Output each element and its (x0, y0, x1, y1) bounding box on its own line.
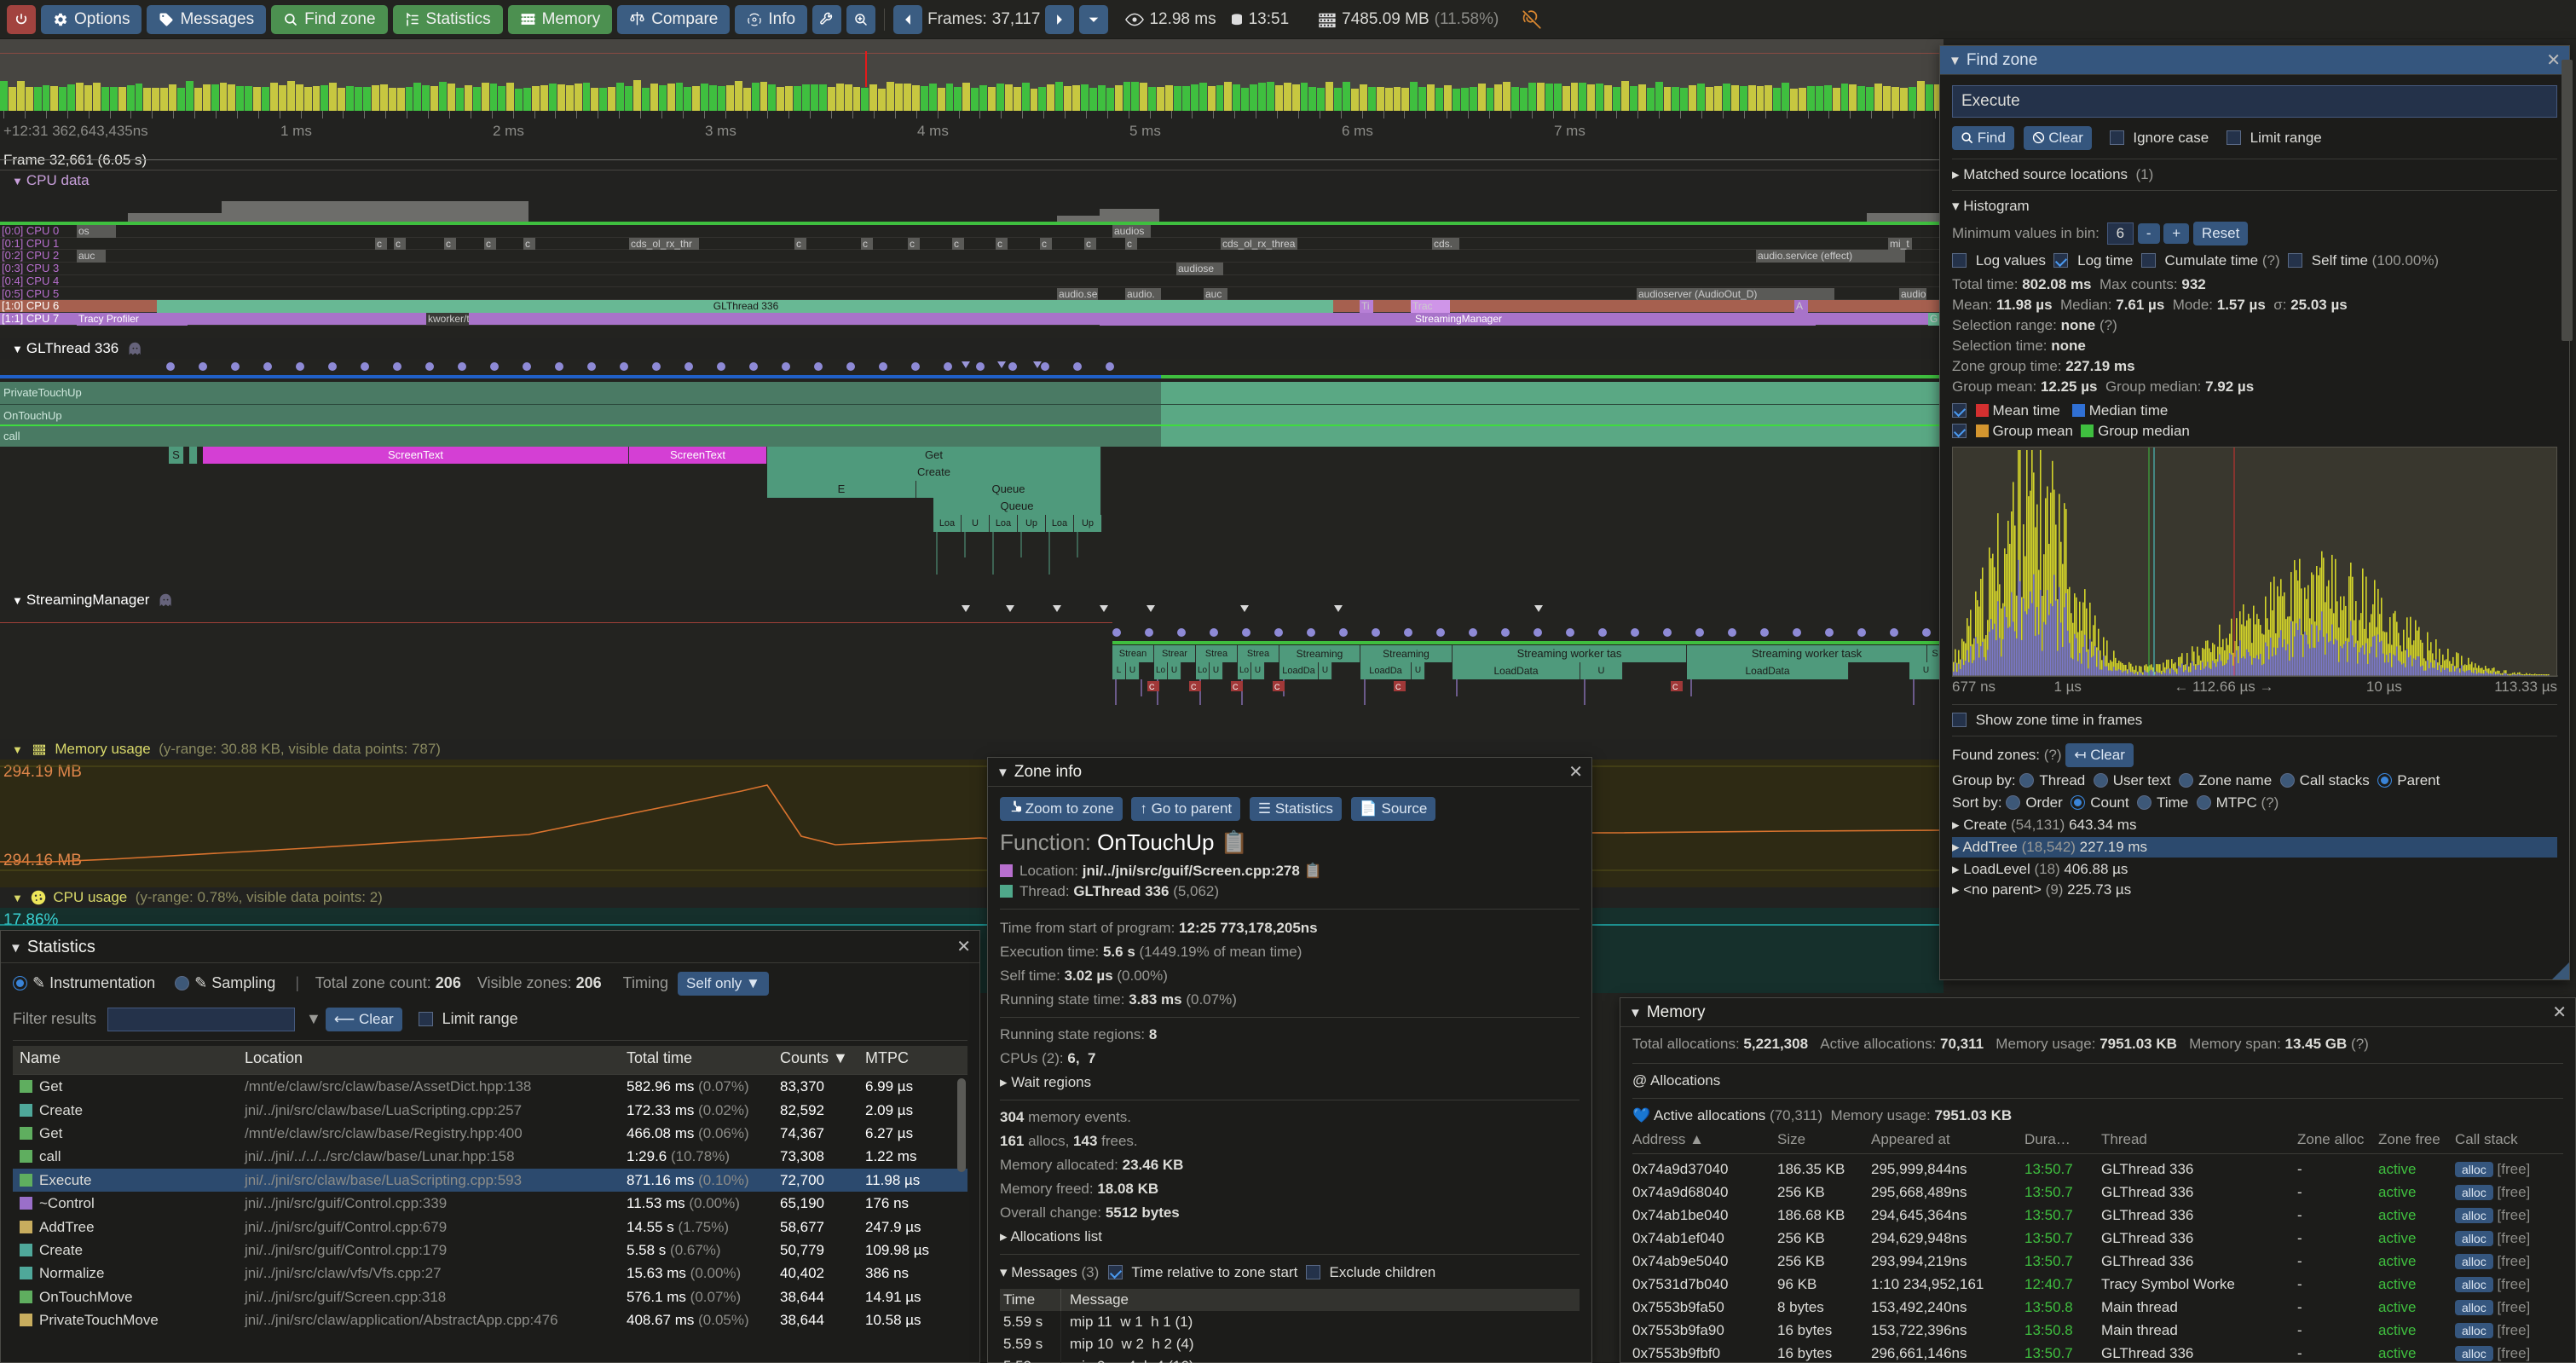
svg-text:C: C (1672, 683, 1678, 691)
svg-text:C: C (1233, 683, 1239, 691)
svg-text:C: C (1149, 683, 1155, 691)
svg-text:C: C (1191, 683, 1197, 691)
svg-text:C: C (1274, 683, 1280, 691)
svg-text:C: C (1395, 683, 1401, 691)
